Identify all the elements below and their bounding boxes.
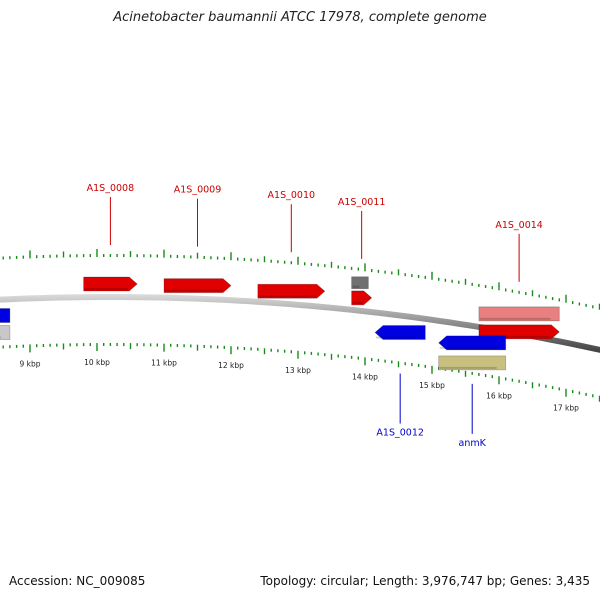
gene-pseudo-1-shade <box>439 366 497 369</box>
gene-forward-1-outline <box>478 306 560 322</box>
gene-a1s-0011[interactable] <box>351 290 373 306</box>
gene-pseudo-1[interactable] <box>438 355 507 371</box>
gene-left-rna[interactable] <box>0 325 11 340</box>
scale-label: 10 kbp <box>84 358 110 367</box>
gene-a1s-0008-shape <box>83 277 138 292</box>
gene-left-rna-shade <box>0 336 1 339</box>
gene-anmk[interactable] <box>438 335 507 351</box>
scale-label: 9 kbp <box>19 359 40 368</box>
map-title: Acinetobacter baumannii ATCC 17978, comp… <box>113 10 487 25</box>
gene-a1s-0009-outline <box>163 278 232 294</box>
scale-label: 14 kbp <box>352 372 378 381</box>
gene-forward-2-shape <box>478 324 560 339</box>
inner-tick-track <box>2 343 600 402</box>
backbone-band <box>0 294 600 353</box>
gene-a1s-0010-label[interactable]: A1S_0010 <box>268 190 316 201</box>
gene-a1s-0010[interactable] <box>257 283 326 299</box>
gene-forward-1-shape <box>478 306 560 321</box>
gene-left-reverse[interactable] <box>0 308 11 323</box>
scale-label: 16 kbp <box>486 391 512 400</box>
gene-a1s-0011-outline <box>351 290 373 306</box>
gene-a1s-0009-label[interactable]: A1S_0009 <box>174 185 222 196</box>
feature-label-layer: A1S_0014 A1S_0008 A1S_0009 A1S_0010 A1S_0011… <box>87 183 543 449</box>
genome-backbone <box>0 294 600 353</box>
feature-layer <box>0 276 560 371</box>
gene-a1s-0009-shade <box>165 289 222 292</box>
gene-anmk-shade <box>439 346 497 349</box>
accession-text: Accession: NC_009085 <box>9 574 146 588</box>
gene-pseudo-1-outline <box>438 355 507 371</box>
outer-tick-track <box>2 249 600 310</box>
gene-anmk-outline <box>438 335 507 351</box>
gene-a1s-0011-shape <box>351 290 372 305</box>
gene-misc-1-shape <box>351 276 369 289</box>
gene-misc-1-outline <box>351 276 369 290</box>
gene-anmk-shape <box>438 335 506 350</box>
gene-misc-1-shade <box>352 285 360 288</box>
gene-forward-1[interactable] <box>478 306 560 322</box>
gene-anmk-label[interactable]: anmK <box>459 438 487 449</box>
scale-label-layer: 9 kbp 10 kbp 11 kbp 12 kbp 13 kbp 14 kbp 15 kb… <box>19 358 579 413</box>
gene-left-rna-outline <box>0 325 11 340</box>
gene-forward-2-shade <box>479 335 551 338</box>
scale-label: 15 kbp <box>419 381 445 390</box>
gene-a1s-0012-shade <box>376 336 417 339</box>
gene-a1s-0011-label[interactable]: A1S_0011 <box>338 197 386 208</box>
scale-label: 12 kbp <box>218 361 244 370</box>
gene-forward-1-shade <box>479 317 551 320</box>
gene-a1s-0009-shape <box>164 278 231 293</box>
gene-a1s-0011-shade <box>352 301 363 304</box>
gene-a1s-0012-shape <box>375 325 426 340</box>
scale-label: 17 kbp <box>553 404 579 413</box>
gene-left-rna-shape <box>0 325 10 340</box>
scale-label: 13 kbp <box>285 366 311 375</box>
gene-a1s-0008-outline <box>83 276 138 292</box>
topology-summary-text: Topology: circular; Length: 3,976,747 bp… <box>260 574 590 588</box>
gene-misc-1[interactable] <box>351 276 369 290</box>
gene-a1s-0010-outline <box>257 283 326 299</box>
gene-left-reverse-outline <box>0 308 11 323</box>
gene-a1s-0012-label[interactable]: A1S_0012 <box>376 428 424 439</box>
scale-label: 11 kbp <box>151 359 177 368</box>
gene-a1s-0008[interactable] <box>83 276 138 292</box>
gene-forward-1-label[interactable]: A1S_0014 <box>495 220 543 231</box>
gene-a1s-0009[interactable] <box>163 278 232 294</box>
gene-a1s-0012[interactable] <box>374 325 426 340</box>
gene-a1s-0010-shape <box>257 284 325 299</box>
gene-a1s-0012-outline <box>374 325 426 340</box>
gene-left-reverse-shape <box>0 308 10 323</box>
gene-left-reverse-shade <box>0 319 1 322</box>
gene-a1s-0010-shade <box>258 295 316 298</box>
gene-pseudo-1-shape <box>438 355 506 370</box>
gene-a1s-0008-shade <box>84 288 129 291</box>
gene-a1s-0008-label[interactable]: A1S_0008 <box>87 183 135 194</box>
